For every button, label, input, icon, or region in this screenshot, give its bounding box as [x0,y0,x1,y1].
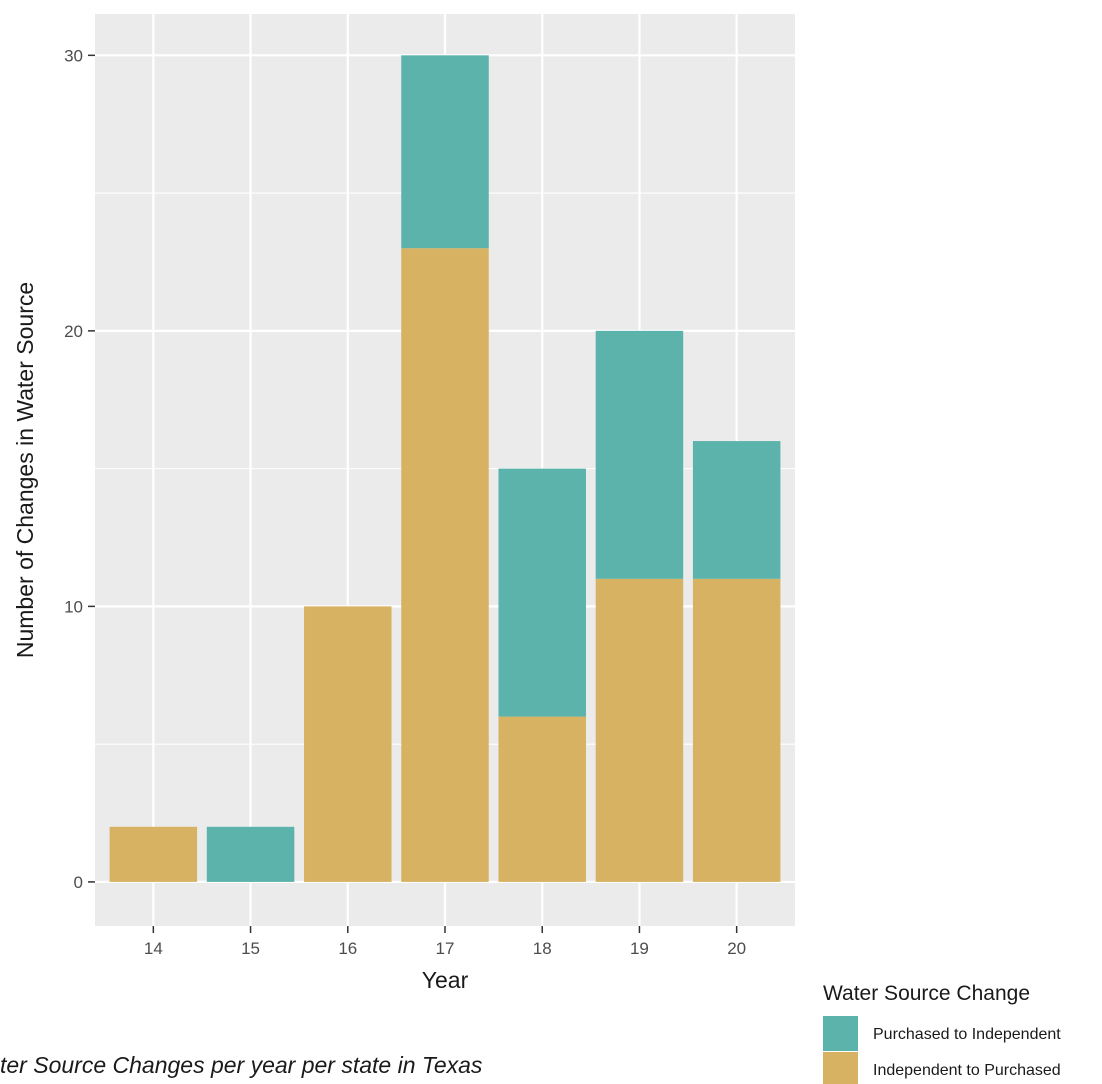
x-tick-label: 16 [338,939,357,958]
bar-segment [595,578,684,882]
x-tick-label: 18 [533,939,552,958]
y-tick-label: 30 [64,46,83,65]
bar-segment [498,716,586,882]
x-axis: 14 15 16 17 18 19 20 [144,926,746,958]
x-axis-title: Year [422,967,469,993]
x-tick-label: 15 [241,939,260,958]
legend-label: Purchased to Independent [873,1026,1061,1043]
legend-title: Water Source Change [823,982,1030,1005]
bar-segment [692,578,781,882]
x-tick-label: 19 [630,939,649,958]
y-tick-label: 0 [74,873,83,892]
legend-label: Independent to Purchased [873,1062,1061,1079]
figure-caption: ter Source Changes per year per state in… [0,1052,483,1078]
y-axis-title: Number of Changes in Water Source [12,282,38,658]
bar-segment [401,248,489,882]
bar-segment [498,468,586,717]
y-tick-label: 10 [64,597,83,616]
x-tick-label: 20 [727,939,746,958]
legend-key [823,1052,858,1084]
legend: Water Source Change Purchased to Indepen… [823,982,1061,1084]
bar-segment [692,441,781,579]
bar-segment [304,606,392,882]
y-axis: 0 10 20 30 [64,46,95,892]
bars [109,55,781,882]
x-tick-label: 17 [436,939,455,958]
y-tick-label: 20 [64,322,83,341]
bar-segment [595,330,684,579]
legend-key [823,1016,858,1051]
bar-segment [401,55,489,249]
bar-segment [109,826,198,882]
bar-segment [206,826,295,882]
x-tick-label: 14 [144,939,163,958]
